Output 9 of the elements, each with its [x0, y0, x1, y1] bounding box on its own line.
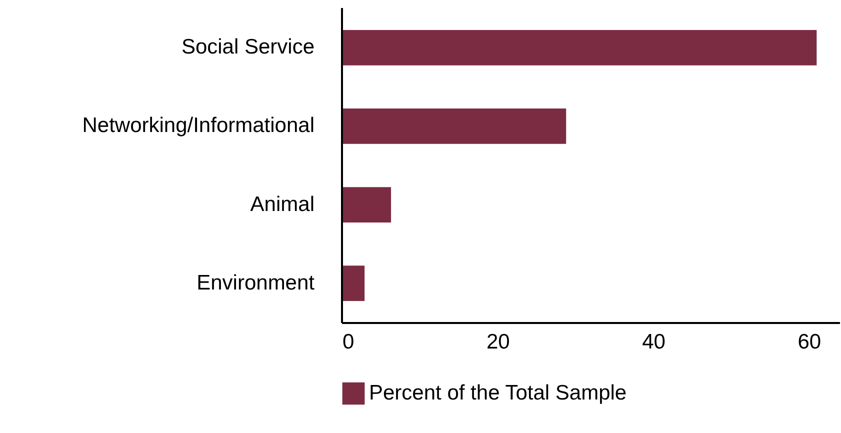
x-tick-label: 40: [642, 330, 666, 354]
x-tick-label: 0: [342, 330, 354, 354]
y-tick-label: Networking/Informational: [82, 114, 314, 138]
x-tick-label: 20: [486, 330, 510, 354]
x-tick-label: 60: [798, 330, 822, 354]
y-tick-label: Social Service: [181, 36, 314, 59]
y-tick-label: Animal: [250, 192, 314, 216]
y-tick-label: Environment: [196, 271, 315, 294]
legend-label: Percent of the Total Sample: [369, 382, 627, 404]
